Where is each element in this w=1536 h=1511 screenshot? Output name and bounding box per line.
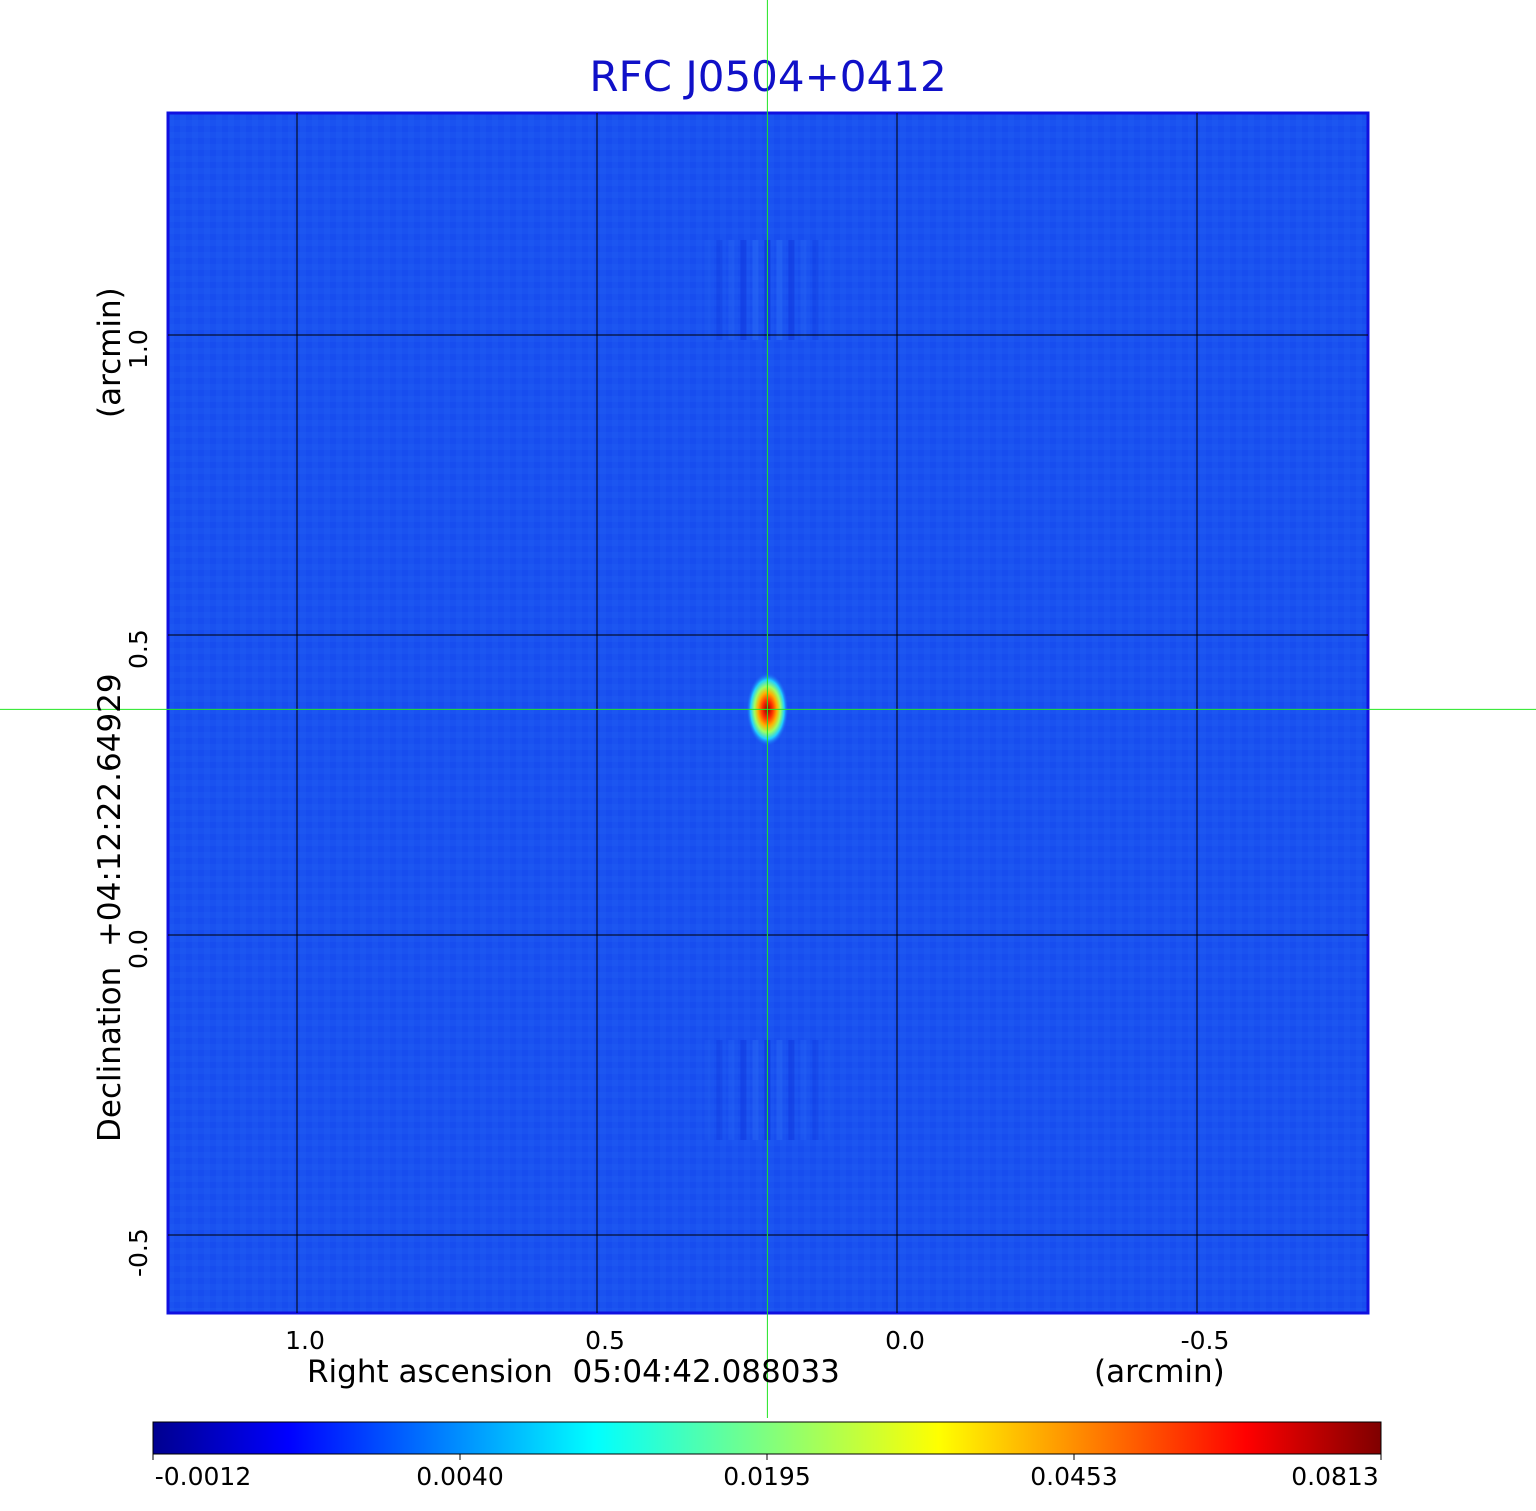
chart-title: RFC J0504+0412 [589,52,947,101]
upper-sidelobe [704,240,711,340]
upper-sidelobe [812,240,819,340]
lower-sidelobe [824,1040,831,1140]
colorbar-tick-label: 0.0453 [1030,1462,1118,1491]
upper-sidelobe [716,240,723,340]
upper-sidelobe [752,240,759,340]
y-tick-label: 0.5 [124,629,153,669]
plot-frame [166,111,1370,1315]
lower-sidelobe [704,1040,711,1140]
colorbar-tick-label: 0.0195 [723,1462,811,1491]
upper-sidelobe [740,240,747,340]
lower-sidelobe [728,1040,735,1140]
upper-sidelobe [824,240,831,340]
x-tick-label: -0.5 [1180,1326,1230,1355]
upper-sidelobe [728,240,735,340]
y-axis-unit: (arcmin) [92,287,128,418]
upper-sidelobe [800,240,807,340]
x-tick-label: 0.5 [585,1326,625,1355]
y-tick-label: 1.0 [124,329,153,369]
colorbar-tick-label: 0.0040 [416,1462,504,1491]
lower-sidelobe [800,1040,807,1140]
colorbar-tick-label: 0.0813 [1291,1462,1379,1491]
lower-sidelobe [752,1040,759,1140]
upper-sidelobe [776,240,783,340]
y-tick-label: -0.5 [124,1228,153,1277]
x-tick-label: 0.0 [885,1326,925,1355]
x-axis-label: Right ascension 05:04:42.088033 [307,1354,840,1390]
colorbar-tick-label: -0.0012 [154,1462,252,1491]
lower-sidelobe [776,1040,783,1140]
lower-sidelobe [716,1040,723,1140]
lower-sidelobe [812,1040,819,1140]
colorbar [152,1421,1382,1455]
y-tick-label: 0.0 [124,929,153,969]
lower-sidelobe [788,1040,795,1140]
upper-sidelobe [788,240,795,340]
x-axis-unit: (arcmin) [1094,1354,1225,1390]
y-axis-label: Declination +04:12:22.64929 [92,673,128,1142]
lower-sidelobe [740,1040,747,1140]
x-tick-label: 1.0 [285,1326,325,1355]
